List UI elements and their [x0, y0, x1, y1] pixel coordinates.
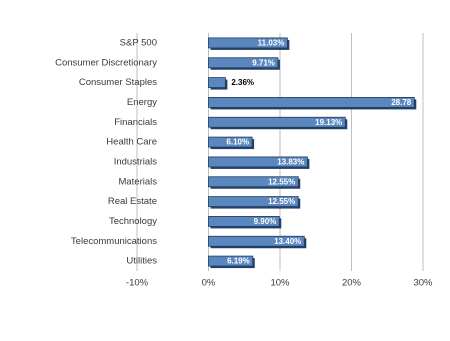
value-label: 13.40%	[274, 237, 301, 246]
bar	[208, 116, 346, 128]
bar	[208, 196, 299, 207]
value-label: 9.90%	[254, 217, 277, 226]
value-label: 13.83%	[277, 158, 304, 167]
value-label: 11.03%	[258, 39, 285, 48]
value-label: 6.19%	[227, 257, 250, 266]
value-label: 19.13%	[315, 118, 342, 127]
bar	[208, 57, 279, 69]
y-tick-label: S&P 500	[120, 37, 157, 48]
y-tick-label: Technology	[109, 216, 157, 227]
x-tick-label: 30%	[413, 278, 433, 289]
bar	[208, 176, 299, 188]
bar	[208, 235, 305, 247]
y-tick-label: Health Care	[106, 137, 157, 148]
bar	[208, 216, 280, 227]
y-tick-label: Utilities	[126, 256, 157, 267]
y-tick-label: Industrials	[114, 156, 158, 167]
value-label: 12.55%	[268, 177, 295, 186]
y-tick-label: Financials	[114, 117, 157, 128]
value-label: 9.71%	[252, 58, 275, 67]
value-label: 12.55%	[268, 197, 295, 206]
y-tick-label: Energy	[127, 97, 157, 108]
bar	[208, 255, 254, 267]
bar	[208, 97, 415, 108]
y-tick-label: Telecommunications	[71, 236, 157, 247]
y-tick-label: Consumer Discretionary	[55, 57, 157, 68]
x-tick-label: 20%	[342, 278, 362, 289]
y-tick-label: Consumer Staples	[79, 77, 157, 88]
bar	[208, 77, 226, 88]
y-tick-label: Materials	[118, 176, 157, 187]
value-label: 6.10%	[226, 138, 249, 147]
value-label: 28.78	[391, 98, 412, 107]
bar	[208, 136, 253, 148]
x-tick-label: 10%	[270, 278, 290, 289]
bar	[208, 156, 308, 168]
x-tick-label: 0%	[202, 278, 216, 289]
bar	[208, 37, 288, 49]
value-label: 2.36%	[231, 78, 254, 87]
y-tick-label: Real Estate	[108, 196, 157, 207]
x-tick-label: -10%	[126, 278, 149, 289]
